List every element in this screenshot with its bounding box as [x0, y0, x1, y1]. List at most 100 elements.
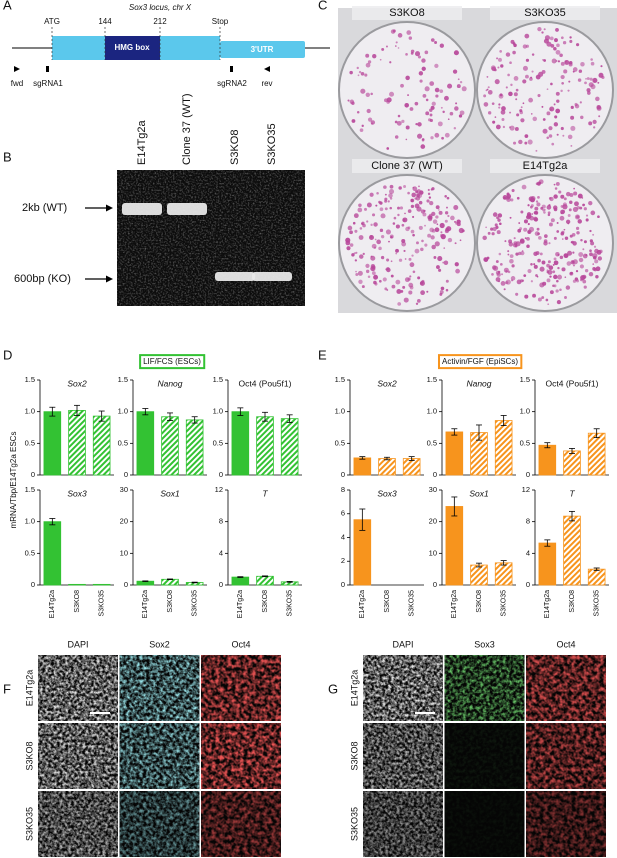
guide-label: sgRNA2	[217, 79, 247, 88]
colony	[537, 93, 541, 98]
plate-label: S3KO35	[524, 7, 566, 19]
colony	[394, 120, 398, 124]
colony	[533, 263, 536, 266]
colony	[558, 190, 562, 194]
micrograph-signal	[38, 655, 118, 721]
colony	[438, 209, 440, 211]
colony	[496, 230, 501, 235]
colony	[519, 238, 525, 243]
colony	[505, 270, 508, 273]
y-tick-label: 1.5	[25, 485, 35, 494]
colony	[555, 28, 559, 32]
domain-label: HMG box	[114, 43, 150, 52]
colony	[535, 200, 539, 203]
lane-label: S3KO8	[229, 130, 241, 165]
colony	[430, 235, 435, 240]
colony	[561, 267, 566, 272]
colony	[386, 258, 390, 262]
colony	[508, 91, 513, 97]
plate-label-bg	[352, 6, 462, 20]
colony	[590, 210, 596, 216]
colony	[351, 119, 356, 123]
x-tick-label: S3KO35	[99, 590, 106, 617]
colony	[380, 255, 385, 260]
colony	[525, 44, 529, 48]
panel-label: B	[3, 149, 12, 164]
colony	[360, 71, 365, 76]
colony	[574, 103, 580, 109]
colony	[523, 227, 528, 232]
colony	[538, 236, 542, 240]
plate-label: Clone 37 (WT)	[371, 160, 443, 172]
chart-title: Sox3	[377, 488, 397, 498]
colony	[570, 115, 575, 120]
colony	[431, 101, 436, 106]
chart-title: Nanog	[157, 378, 182, 388]
colony	[491, 102, 495, 105]
colony	[513, 92, 518, 97]
guide-label: sgRNA1	[33, 79, 63, 88]
colony	[513, 141, 517, 145]
colony	[564, 236, 569, 240]
gel-noise	[117, 170, 305, 306]
colony	[405, 75, 410, 81]
colony	[544, 35, 551, 41]
chart-title: Sox2	[377, 378, 397, 388]
column-label: DAPI	[67, 639, 88, 649]
colony	[412, 233, 415, 237]
colony	[417, 55, 421, 59]
colony	[589, 229, 592, 233]
colony	[524, 237, 527, 240]
colony	[501, 106, 506, 111]
colony	[434, 241, 440, 247]
colony	[594, 259, 599, 264]
colony	[373, 222, 378, 227]
colony	[572, 251, 575, 254]
colony	[434, 227, 440, 233]
colony	[560, 194, 565, 199]
colony	[379, 228, 384, 233]
y-tick-label: 20	[120, 517, 128, 526]
colony	[579, 101, 582, 104]
colony	[359, 128, 364, 132]
colony	[522, 79, 527, 84]
colony	[553, 205, 558, 210]
colony	[389, 91, 395, 97]
chart-title: Sox3	[67, 488, 87, 498]
colony	[444, 132, 450, 138]
colony	[404, 212, 406, 215]
colony	[547, 211, 551, 215]
colony	[546, 205, 552, 210]
micrograph-signal	[38, 723, 118, 789]
colony	[397, 213, 400, 217]
y-tick-label: 12	[522, 485, 530, 494]
bar	[92, 415, 111, 476]
primer-arrow	[264, 66, 270, 72]
colony	[575, 226, 580, 230]
colony	[515, 252, 519, 256]
colony	[355, 251, 358, 254]
x-tick-label: S3KO35	[409, 590, 416, 617]
colony	[531, 213, 534, 215]
colony	[570, 105, 574, 109]
colony	[505, 281, 509, 285]
colony	[553, 257, 557, 261]
colony	[414, 197, 417, 200]
colony	[532, 116, 537, 122]
colony	[509, 258, 514, 264]
colony	[362, 223, 366, 228]
colony	[389, 197, 393, 200]
colony	[524, 141, 528, 145]
colony	[453, 220, 457, 223]
colony	[416, 193, 422, 199]
colony	[563, 228, 566, 231]
x-tick-label: S3KO8	[262, 590, 269, 613]
colony	[521, 250, 524, 252]
colony	[365, 92, 370, 97]
bar	[445, 506, 464, 586]
colony	[388, 240, 390, 243]
colony	[530, 113, 533, 115]
colony	[491, 273, 494, 276]
colony	[498, 93, 504, 99]
x-tick-label: S3KO35	[594, 590, 601, 617]
